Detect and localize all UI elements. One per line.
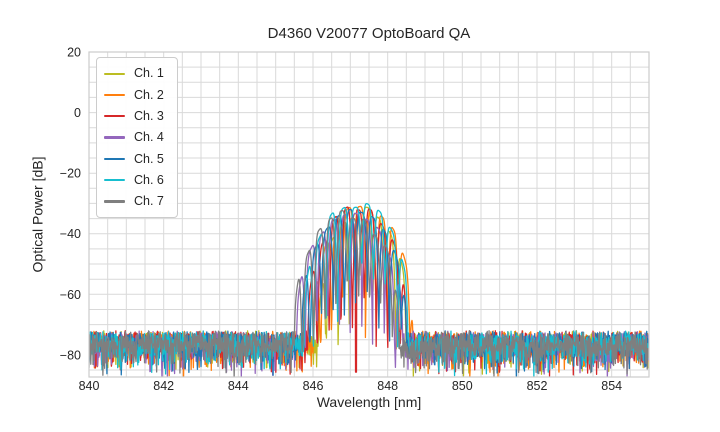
legend: Ch. 1 Ch. 2 Ch. 3 Ch. 4 Ch. 5 Ch. 6 Ch. 7 — [96, 57, 178, 219]
y-tick-label: −60 — [60, 288, 81, 302]
legend-swatch — [104, 157, 125, 160]
legend-swatch — [104, 72, 125, 75]
x-axis-label: Wavelength [nm] — [316, 394, 422, 410]
x-tick-label: 854 — [601, 379, 622, 393]
legend-label: Ch. 1 — [134, 66, 164, 81]
x-tick-label: 848 — [377, 379, 398, 393]
legend-swatch — [104, 115, 125, 118]
legend-label: Ch. 6 — [134, 172, 164, 187]
legend-label: Ch. 7 — [134, 194, 164, 209]
y-tick-label: −40 — [60, 227, 81, 241]
x-tick-label: 844 — [228, 379, 249, 393]
legend-item: Ch. 1 — [104, 63, 164, 84]
legend-label: Ch. 3 — [134, 108, 164, 123]
legend-swatch — [104, 179, 125, 182]
legend-swatch — [104, 93, 125, 97]
y-axis-label: Optical Power [dB] — [29, 156, 46, 273]
y-tick-label: −20 — [60, 167, 81, 181]
legend-swatch — [104, 136, 125, 139]
series-ch-7 — [89, 209, 649, 377]
chart-title: D4360 V20077 OptoBoard QA — [267, 25, 471, 42]
legend-item: Ch. 4 — [104, 127, 164, 148]
legend-item: Ch. 5 — [104, 148, 164, 169]
x-tick-labels: 840 842 844 846 848 850 852 854 — [79, 379, 623, 393]
y-tick-label: 0 — [74, 106, 81, 120]
legend-label: Ch. 4 — [134, 130, 164, 145]
x-tick-label: 840 — [79, 379, 100, 393]
x-tick-label: 846 — [303, 379, 324, 393]
y-tick-label: 20 — [67, 46, 81, 60]
x-tick-label: 850 — [452, 379, 473, 393]
legend-swatch — [104, 200, 125, 203]
series-group — [89, 202, 649, 377]
plot-frame — [88, 51, 650, 378]
legend-item: Ch. 6 — [104, 169, 164, 190]
legend-item: Ch. 7 — [104, 191, 164, 212]
y-tick-labels: 20 0 −20 −40 −60 −80 — [60, 46, 81, 363]
legend-label: Ch. 5 — [134, 151, 164, 166]
x-tick-label: 842 — [153, 379, 174, 393]
legend-item: Ch. 3 — [104, 106, 164, 127]
legend-item: Ch. 2 — [104, 84, 164, 105]
x-tick-label: 852 — [527, 379, 548, 393]
legend-label: Ch. 2 — [134, 87, 164, 102]
y-tick-label: −80 — [60, 348, 81, 362]
series-ch-6 — [89, 202, 649, 377]
